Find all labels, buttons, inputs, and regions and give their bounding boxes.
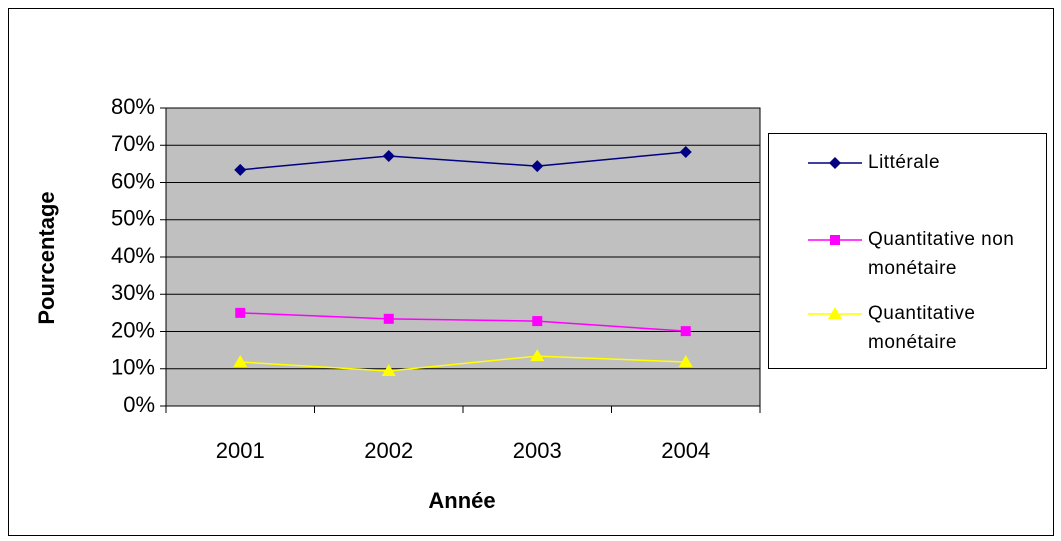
y-tick-label: 60% [111, 168, 155, 193]
legend-label: Quantitative non monétaire [868, 229, 1015, 279]
x-axis-title: Année [428, 488, 495, 513]
y-tick-label: 40% [111, 243, 155, 268]
marker [829, 157, 841, 169]
marker [532, 316, 543, 327]
marker [828, 307, 842, 319]
legend-label: Quantitative monétaire [868, 303, 976, 353]
marker [382, 150, 395, 163]
series-line [240, 312, 686, 332]
marker [235, 307, 246, 318]
y-tick-label: 80% [111, 94, 155, 119]
marker [234, 163, 247, 176]
y-tick-label: 10% [111, 355, 155, 380]
marker [679, 145, 692, 158]
legend-label: Littérale [868, 152, 941, 173]
marker [233, 355, 248, 368]
x-tick-label: 2002 [364, 438, 413, 463]
marker [680, 326, 691, 337]
series-line [240, 151, 686, 171]
y-tick-label: 20% [111, 317, 155, 342]
x-tick-label: 2003 [513, 438, 562, 463]
legend-box [768, 133, 1047, 369]
series-line [240, 355, 686, 372]
y-tick-label: 70% [111, 131, 155, 156]
marker [830, 235, 840, 245]
marker [678, 355, 693, 368]
x-tick-label: 2001 [216, 438, 265, 463]
x-tick-label: 2004 [661, 438, 710, 463]
marker [383, 313, 394, 324]
y-tick-label: 0% [123, 392, 155, 417]
marker [381, 363, 396, 376]
y-tick-label: 50% [111, 206, 155, 231]
marker [531, 160, 544, 173]
marker [530, 349, 545, 362]
y-axis-title: Pourcentage [34, 191, 59, 324]
y-tick-label: 30% [111, 280, 155, 305]
